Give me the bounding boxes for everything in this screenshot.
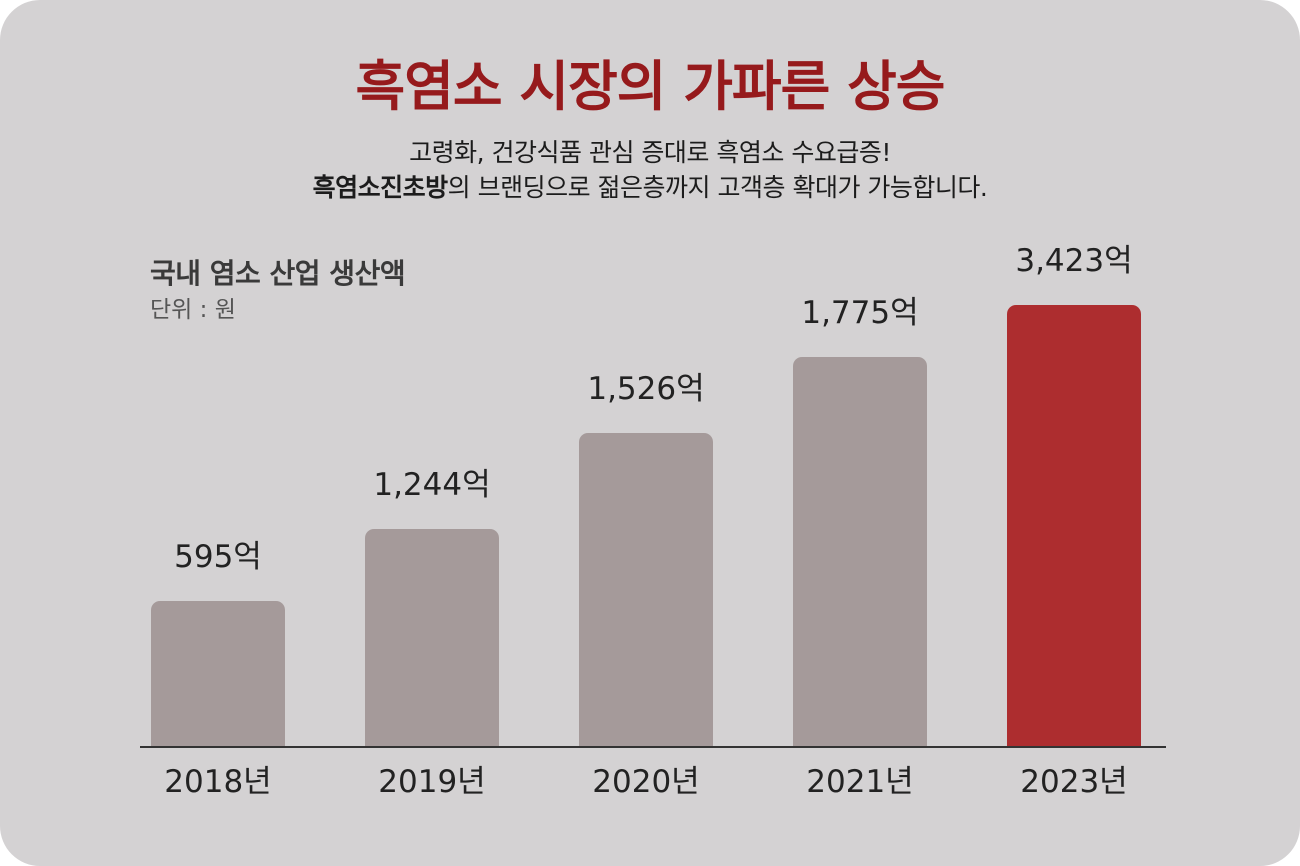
category-label: 2020년 [592, 764, 700, 800]
category-label: 2021년 [806, 764, 914, 800]
value-label: 595억 [174, 539, 262, 575]
chart-unit: 단위 : 원 [150, 297, 236, 323]
x-axis-line [140, 746, 1166, 748]
bar-2019년 [365, 529, 499, 746]
bar-2020년 [579, 433, 713, 746]
chart-title: 국내 염소 산업 생산액 [150, 257, 406, 290]
bar-2023년 [1007, 305, 1141, 746]
bar-2018년 [151, 601, 285, 746]
category-label: 2023년 [1020, 764, 1128, 800]
value-label: 1,244억 [373, 467, 491, 503]
subtitle-line-2: 흑염소진초방의 브랜딩으로 젊은층까지 고객층 확대가 가능합니다. [0, 172, 1300, 204]
bar-2021년 [793, 357, 927, 746]
category-label: 2019년 [378, 764, 486, 800]
subtitle-line-1: 고령화, 건강식품 관심 증대로 흑염소 수요급증! [409, 138, 891, 167]
brand-name: 흑염소진초방 [312, 173, 449, 202]
value-label: 3,423억 [1015, 243, 1133, 279]
value-label: 1,526억 [587, 371, 705, 407]
page-title: 흑염소 시장의 가파른 상승 [355, 55, 946, 118]
value-label: 1,775억 [801, 295, 919, 331]
subtitle-line-2-text: 의 브랜딩으로 젊은층까지 고객층 확대가 가능합니다. [447, 173, 988, 202]
category-label: 2018년 [164, 764, 272, 800]
